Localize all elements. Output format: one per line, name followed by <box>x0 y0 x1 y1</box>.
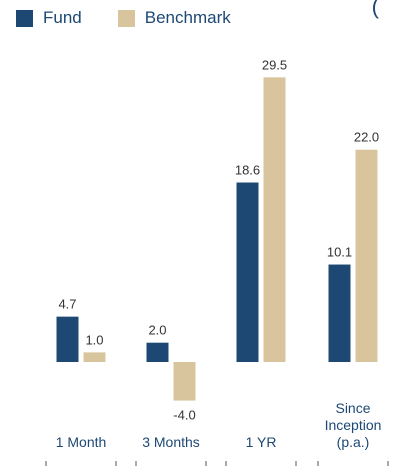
category-label-4-line-3: (p.a.) <box>337 434 370 450</box>
bar-fund-2 <box>146 342 169 362</box>
chart-legend: Fund Benchmark <box>16 8 267 28</box>
value-label-fund-1: 4.7 <box>58 297 76 312</box>
bar-benchmark-3 <box>263 77 286 362</box>
value-label-benchmark-4: 22.0 <box>354 130 379 145</box>
value-label-benchmark-1: 1.0 <box>85 332 103 347</box>
category-label-3: 1 YR <box>246 434 277 450</box>
bar-benchmark-1 <box>83 352 106 362</box>
bar-fund-4 <box>328 264 351 362</box>
category-label-1: 1 Month <box>56 434 107 450</box>
category-label-4-line-1: Since <box>335 400 370 416</box>
legend-swatch-fund <box>16 9 33 27</box>
legend-label-benchmark: Benchmark <box>144 8 231 27</box>
value-label-fund-4: 10.1 <box>327 245 352 260</box>
category-label-2: 3 Months <box>142 434 200 450</box>
bar-fund-1 <box>56 316 79 362</box>
bar-benchmark-4 <box>355 149 378 362</box>
bar-fund-3 <box>236 182 259 362</box>
value-label-benchmark-3: 29.5 <box>262 57 287 72</box>
category-label-4-line-2: Inception <box>325 417 382 433</box>
legend-item-benchmark: Benchmark <box>117 8 231 28</box>
legend-label-fund: Fund <box>43 8 82 27</box>
value-label-benchmark-2: -4.0 <box>173 408 195 423</box>
value-label-fund-2: 2.0 <box>148 323 166 338</box>
value-label-fund-3: 18.6 <box>235 163 260 178</box>
bar-benchmark-2 <box>173 362 196 401</box>
legend-item-fund: Fund <box>16 8 82 28</box>
legend-swatch-benchmark <box>117 9 135 27</box>
clipped-heading-glyph: ( <box>371 0 379 19</box>
